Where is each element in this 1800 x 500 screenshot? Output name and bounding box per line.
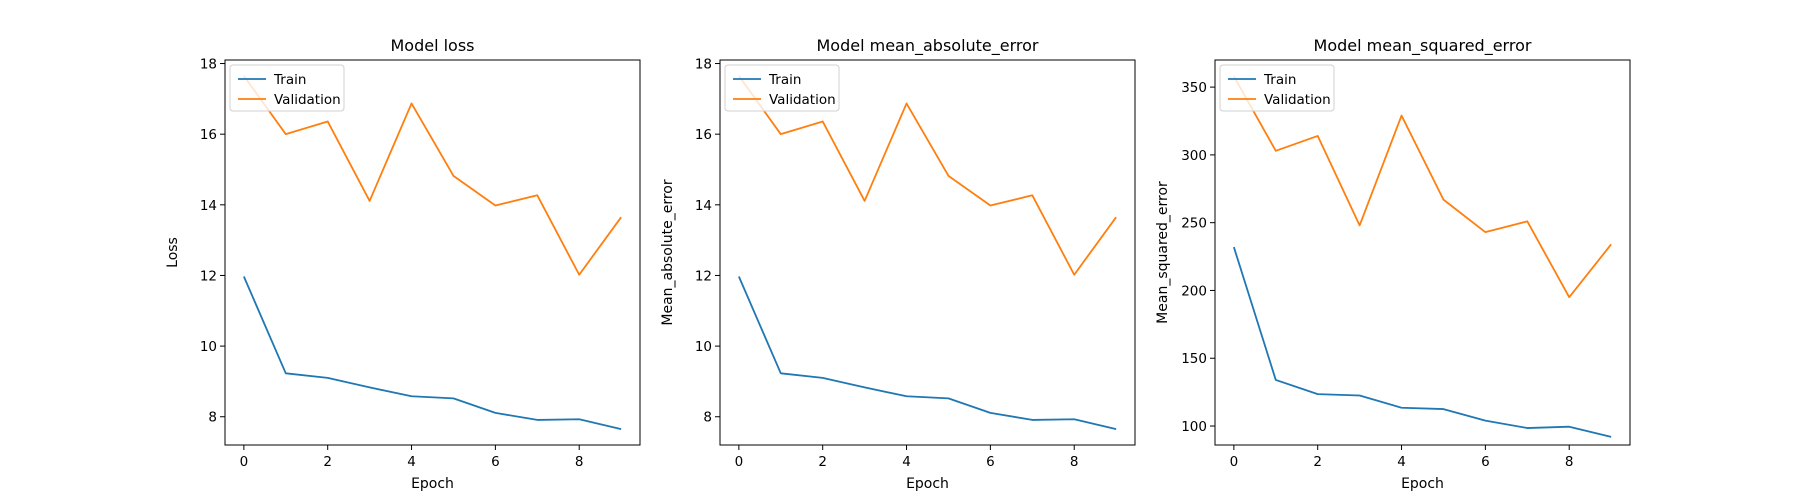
series-line-validation (243, 75, 622, 276)
y-tick-label: 150 (1181, 351, 1207, 367)
y-tick-label: 14 (200, 198, 217, 214)
legend-label: Train (768, 72, 801, 88)
x-axis-label: Epoch (411, 476, 454, 492)
y-axis-label: Loss (165, 237, 181, 268)
y-axis-label: Mean_absolute_error (660, 179, 676, 325)
legend: Train Validation (1219, 64, 1335, 112)
series-line-validation (1233, 75, 1612, 299)
legend-label: Train (1263, 72, 1296, 88)
x-axis-label: Epoch (1401, 476, 1444, 492)
x-tick-label: 2 (323, 454, 332, 470)
x-tick-label: 8 (1070, 454, 1079, 470)
series-line-train (738, 276, 1117, 430)
y-tick-label: 200 (1181, 283, 1207, 299)
series-line-train (243, 276, 622, 430)
x-tick-label: 6 (986, 454, 995, 470)
y-tick-label: 18 (200, 57, 217, 73)
series-line-validation (738, 75, 1117, 276)
y-tick-label: 10 (695, 339, 712, 355)
chart-title: Model loss (390, 36, 474, 55)
axes-frame (224, 59, 641, 446)
x-tick-label: 6 (491, 454, 500, 470)
x-tick-label: 8 (575, 454, 584, 470)
y-tick-label: 16 (200, 127, 217, 143)
y-tick-label: 8 (208, 410, 217, 426)
y-tick-label: 18 (695, 57, 712, 73)
x-tick-label: 0 (735, 454, 744, 470)
x-tick-label: 4 (902, 454, 911, 470)
y-tick-label: 250 (1181, 216, 1207, 232)
chart-title: Model mean_absolute_error (816, 36, 1038, 56)
y-tick-label: 14 (695, 198, 712, 214)
x-tick-label: 4 (1397, 454, 1406, 470)
y-tick-label: 12 (695, 268, 712, 284)
y-tick-label: 100 (1181, 419, 1207, 435)
legend-label: Validation (1264, 92, 1331, 108)
x-tick-label: 0 (1230, 454, 1239, 470)
legend-label: Validation (274, 92, 341, 108)
y-axis-label: Mean_squared_error (1155, 181, 1171, 324)
chart-panel-0: Model loss 0 2 4 6 8 8 10 12 14 16 18 Epoch Loss Train… (165, 36, 641, 492)
chart-title: Model mean_squared_error (1314, 36, 1532, 56)
axes-frame (719, 59, 1136, 446)
y-tick-label: 10 (200, 339, 217, 355)
y-tick-label: 16 (695, 127, 712, 143)
x-tick-label: 6 (1481, 454, 1490, 470)
x-tick-label: 2 (1313, 454, 1322, 470)
legend: Train Validation (724, 64, 840, 112)
x-tick-label: 8 (1565, 454, 1574, 470)
chart-panel-1: Model mean_absolute_error 0 2 4 6 8 8 10 12 14 16 1… (660, 36, 1136, 492)
y-tick-label: 12 (200, 268, 217, 284)
legend-label: Train (273, 72, 306, 88)
x-tick-label: 4 (407, 454, 416, 470)
series-line-train (1233, 246, 1612, 438)
legend-label: Validation (769, 92, 836, 108)
axes-frame (1214, 59, 1631, 446)
x-tick-label: 2 (818, 454, 827, 470)
chart-panel-2: Model mean_squared_error 0 2 4 6 8 100 150 200 25… (1155, 36, 1631, 492)
y-tick-label: 8 (703, 410, 712, 426)
y-tick-label: 300 (1181, 148, 1207, 164)
y-tick-label: 350 (1181, 80, 1207, 96)
x-tick-label: 0 (240, 454, 249, 470)
legend: Train Validation (229, 64, 345, 112)
x-axis-label: Epoch (906, 476, 949, 492)
